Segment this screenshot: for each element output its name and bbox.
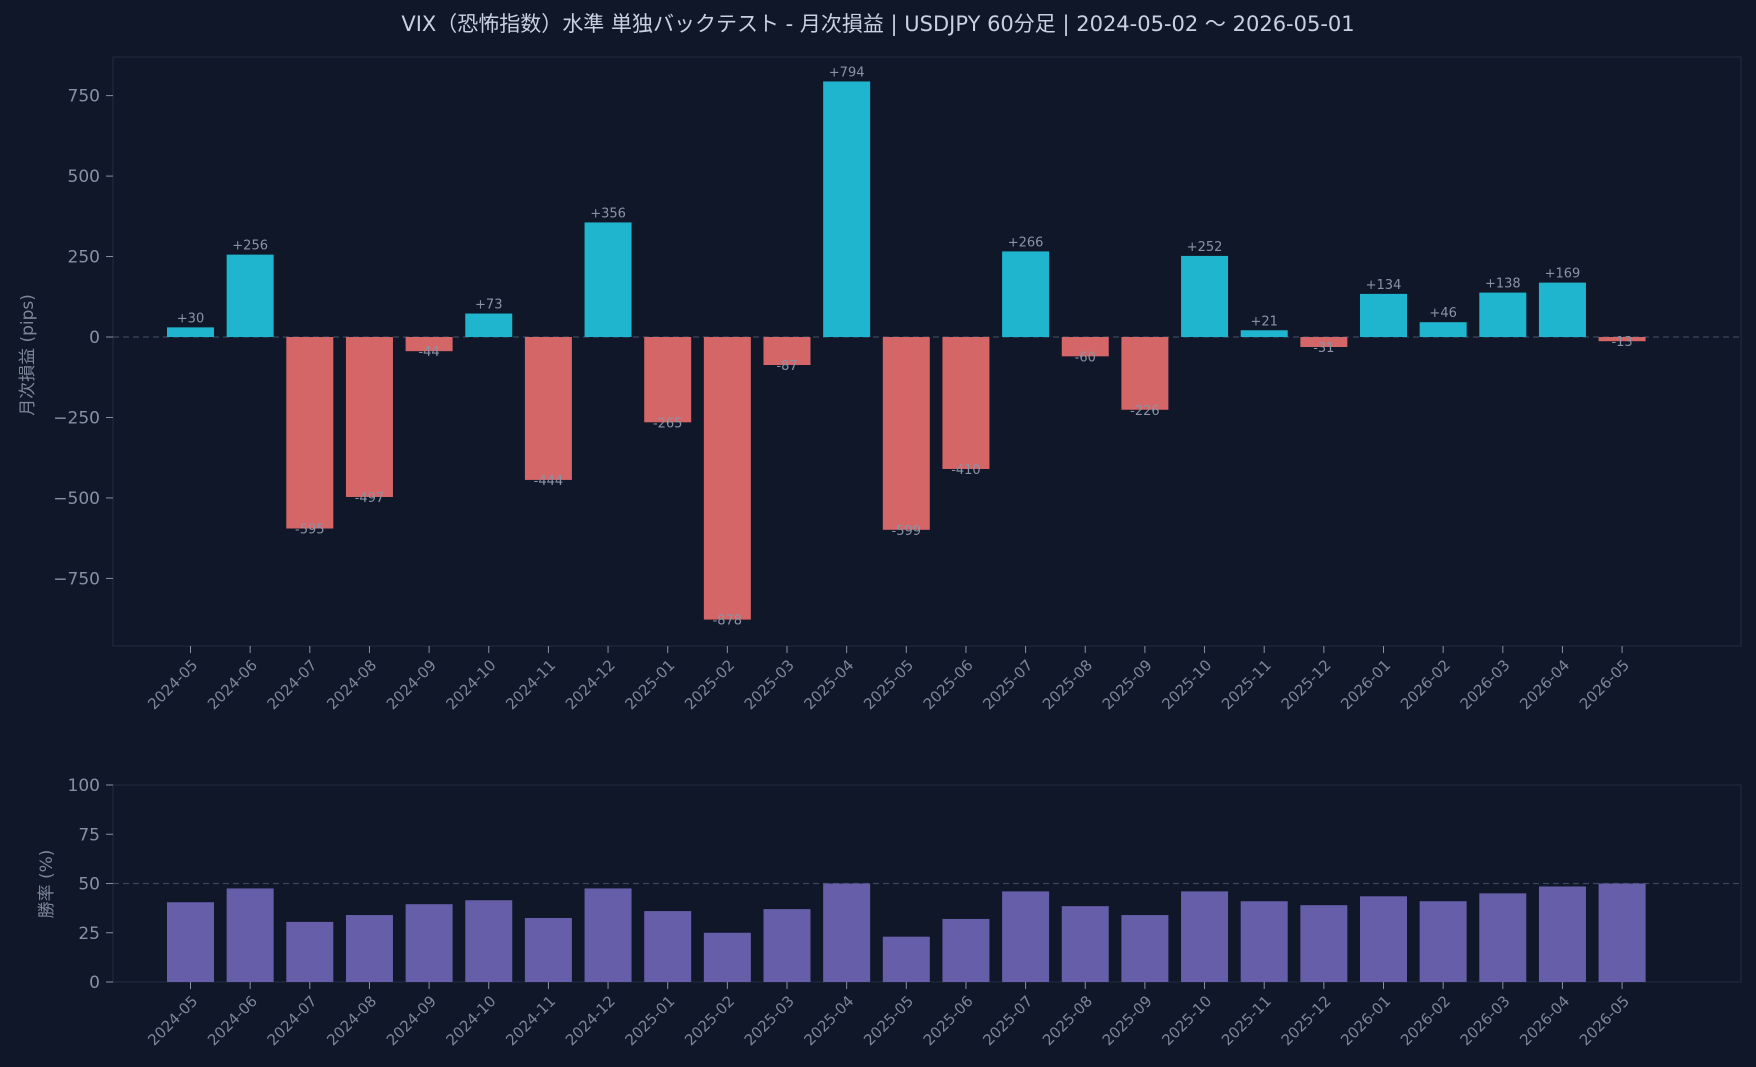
bar-2026-05 xyxy=(1598,337,1646,342)
pnl-bars xyxy=(167,81,1646,620)
data-label-2024-11: -444 xyxy=(534,474,564,489)
y-tick-label: 750 xyxy=(68,87,100,107)
y-tick-label: 500 xyxy=(68,167,100,187)
winrate-bars xyxy=(167,883,1646,982)
bar-2024-11 xyxy=(524,337,572,480)
bar-2025-11 xyxy=(1240,330,1288,338)
bar-2024-07 xyxy=(286,337,334,529)
pnl-plot-frame xyxy=(112,56,1742,647)
bar-2026-01 xyxy=(1360,896,1407,982)
data-label-2025-03: -87 xyxy=(776,359,797,374)
bar-2024-05 xyxy=(167,327,214,338)
bar-2024-07 xyxy=(286,921,334,982)
bar-2025-12 xyxy=(1300,337,1348,347)
bar-2025-01 xyxy=(644,337,692,423)
data-label-2026-01: +134 xyxy=(1366,278,1402,293)
y-tick-label: 0 xyxy=(89,973,100,993)
bar-2025-01 xyxy=(644,911,692,982)
bar-2026-03 xyxy=(1479,893,1527,982)
data-label-2024-05: +30 xyxy=(177,311,204,326)
bar-2025-05 xyxy=(882,337,930,530)
bar-2025-09 xyxy=(1121,915,1169,982)
bar-2025-10 xyxy=(1181,255,1229,338)
y-tick-label: 0 xyxy=(89,328,100,348)
data-label-2026-04: +169 xyxy=(1545,267,1581,282)
bar-2024-06 xyxy=(226,254,274,338)
bar-2024-10 xyxy=(465,313,513,338)
bar-2024-08 xyxy=(345,337,393,497)
y-tick-label: 75 xyxy=(78,825,100,845)
data-label-2024-12: +356 xyxy=(590,206,626,221)
bar-2025-02 xyxy=(703,932,751,982)
data-label-2025-06: -410 xyxy=(951,463,981,478)
bar-2025-07 xyxy=(1002,891,1050,982)
bar-2026-04 xyxy=(1538,282,1586,338)
pnl-data-labels: +30 +256 -595 -497 -44 +73 -444 +356 -265 -878 -87… xyxy=(177,65,1633,628)
bar-2024-09 xyxy=(405,904,453,982)
data-label-2026-02: +46 xyxy=(1429,306,1456,321)
data-label-2025-08: -60 xyxy=(1075,350,1096,365)
data-label-2025-09: -226 xyxy=(1130,404,1160,419)
bar-2025-09 xyxy=(1121,337,1169,410)
bar-2025-06 xyxy=(942,337,990,469)
data-label-2025-07: +266 xyxy=(1008,235,1044,250)
y-tick-label: 250 xyxy=(68,248,100,268)
winrate-y-axis-label: 勝率 (%) xyxy=(37,850,57,919)
bar-2024-11 xyxy=(524,917,572,982)
bar-2024-12 xyxy=(584,888,632,982)
data-label-2026-03: +138 xyxy=(1485,277,1521,292)
bar-2025-08 xyxy=(1061,337,1109,357)
pnl-y-ticks: 750 500 250 0 −250 −500 −750 xyxy=(53,87,113,589)
bar-2026-02 xyxy=(1419,322,1467,338)
data-label-2026-05: -13 xyxy=(1611,335,1632,350)
data-label-2025-11: +21 xyxy=(1250,314,1277,329)
data-label-2024-09: -44 xyxy=(418,345,439,360)
data-label-2025-12: -31 xyxy=(1313,341,1334,356)
y-tick-label: −250 xyxy=(53,408,100,428)
chart-title: VIX（恐怖指数）水準 単独バックテスト - 月次損益 | USDJPY 60分… xyxy=(401,12,1354,37)
bar-2026-04 xyxy=(1538,886,1586,982)
data-label-2024-07: -595 xyxy=(295,523,325,538)
bar-2025-08 xyxy=(1061,906,1109,982)
y-tick-label: 100 xyxy=(68,776,100,796)
data-label-2024-06: +256 xyxy=(232,239,268,254)
bar-2025-12 xyxy=(1300,905,1348,982)
bar-2025-02 xyxy=(703,337,751,620)
bar-2025-03 xyxy=(763,337,811,366)
pnl-y-axis-label: 月次損益 (pips) xyxy=(18,294,38,416)
bar-2026-01 xyxy=(1360,293,1407,338)
bar-2025-04 xyxy=(823,883,871,982)
bar-2025-04 xyxy=(823,81,871,338)
bar-2025-11 xyxy=(1240,901,1288,982)
data-label-2025-04: +794 xyxy=(829,65,865,80)
bar-2026-02 xyxy=(1419,901,1467,982)
y-tick-label: −500 xyxy=(53,489,100,509)
y-tick-label: −750 xyxy=(53,569,100,589)
bar-2024-09 xyxy=(405,337,453,352)
bar-2025-03 xyxy=(763,909,811,982)
data-label-2025-02: -878 xyxy=(713,614,743,629)
bar-2025-06 xyxy=(942,918,990,982)
data-label-2024-10: +73 xyxy=(475,298,502,313)
bar-2024-06 xyxy=(226,888,274,982)
bar-2026-03 xyxy=(1479,292,1527,338)
bar-2025-10 xyxy=(1181,891,1229,982)
bar-2025-05 xyxy=(882,936,930,982)
data-label-2024-08: -497 xyxy=(355,491,385,506)
data-label-2025-01: -265 xyxy=(653,416,683,431)
bar-2024-10 xyxy=(465,900,513,982)
bar-2024-12 xyxy=(584,222,632,338)
data-label-2025-10: +252 xyxy=(1187,240,1223,255)
y-tick-label: 50 xyxy=(78,875,100,895)
bar-2026-05 xyxy=(1598,883,1646,982)
bar-2024-05 xyxy=(167,902,214,982)
bar-2025-07 xyxy=(1002,251,1050,338)
data-label-2025-05: -599 xyxy=(892,524,922,539)
y-tick-label: 25 xyxy=(78,924,100,944)
bar-2024-08 xyxy=(345,915,393,982)
winrate-y-ticks: 100 75 50 25 0 xyxy=(68,776,113,993)
